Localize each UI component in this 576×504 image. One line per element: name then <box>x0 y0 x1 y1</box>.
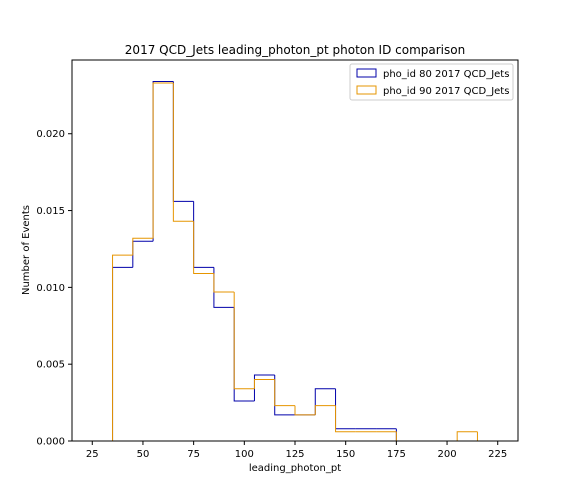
series-layer <box>112 81 478 442</box>
x-tick-label: 200 <box>437 449 456 460</box>
x-tick-label: 50 <box>137 449 150 460</box>
y-tick-label: 0.000 <box>36 437 65 448</box>
hist-bin <box>213 273 235 293</box>
legend-swatch-0 <box>356 68 377 78</box>
hist-bin <box>172 81 194 202</box>
x-axis-label: leading_photon_pt <box>249 463 341 474</box>
hist-bin <box>193 201 214 268</box>
hist-bin <box>274 379 295 407</box>
hist-bin <box>112 266 133 441</box>
legend-swatch-1 <box>356 85 377 95</box>
hist-bin <box>213 267 235 308</box>
series-1 <box>112 82 478 442</box>
hist-bin <box>112 254 133 441</box>
hist-bin <box>335 388 356 430</box>
hist-bin <box>132 237 154 256</box>
legend-label-0: pho_id 80 2017 QCD_Jets <box>383 69 509 80</box>
y-axis-label: Number of Events <box>21 205 32 295</box>
hist-bin <box>274 374 295 416</box>
hist-bin <box>233 291 255 390</box>
x-tick-label: 25 <box>86 449 99 460</box>
hist-bin <box>335 405 356 433</box>
hist-bin <box>395 431 417 442</box>
hist-bin <box>193 221 214 275</box>
x-tick-label: 125 <box>285 449 304 460</box>
y-tick-label: 0.015 <box>36 206 65 217</box>
hist-bin <box>314 405 336 415</box>
series-0 <box>112 81 478 442</box>
legend: pho_id 80 2017 QCD_Jets pho_id 90 2017 Q… <box>349 63 514 101</box>
y-axis: 0.000 0.005 0.010 0.015 0.020 <box>36 129 72 448</box>
chart-title: 2017 QCD_Jets leading_photon_pt photon I… <box>125 43 465 57</box>
hist-bin <box>395 428 417 442</box>
hist-bin <box>132 240 154 268</box>
x-tick-label: 100 <box>235 449 254 460</box>
y-tick-label: 0.010 <box>36 283 65 294</box>
x-tick-label: 225 <box>488 449 507 460</box>
hist-bin <box>314 388 336 415</box>
plot-frame <box>71 59 519 442</box>
legend-box <box>349 63 514 101</box>
hist-bin <box>294 405 316 416</box>
x-tick-label: 175 <box>387 449 406 460</box>
legend-label-1: pho_id 90 2017 QCD_Jets <box>383 86 509 97</box>
hist-bin <box>253 374 275 402</box>
hist-bin <box>253 379 275 389</box>
x-tick-label: 150 <box>336 449 355 460</box>
y-tick-label: 0.005 <box>36 360 65 371</box>
hist-bin <box>152 82 174 239</box>
hist-bin <box>172 83 194 222</box>
hist-bin <box>233 307 255 402</box>
x-tick-label: 75 <box>187 449 200 460</box>
x-axis: 25 50 75 100 125 150 175 200 225 <box>86 441 507 460</box>
y-tick-label: 0.020 <box>36 129 65 140</box>
hist-bin <box>152 81 174 242</box>
hist-bin <box>456 431 478 441</box>
